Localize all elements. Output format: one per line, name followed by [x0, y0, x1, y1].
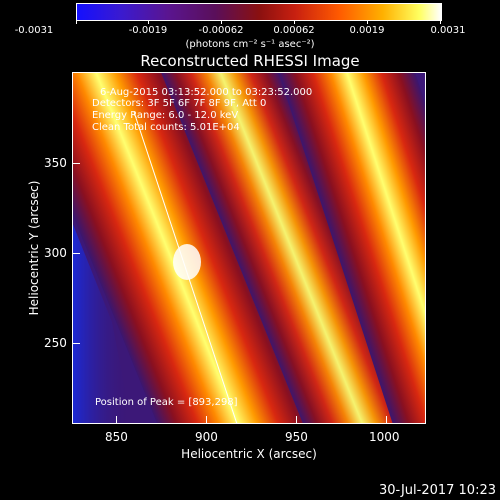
y-tick-label: 350	[44, 157, 67, 169]
y-tick	[72, 343, 80, 344]
x-tick-label: 950	[285, 431, 308, 443]
x-tick-label: 900	[195, 431, 218, 443]
colorbar	[76, 3, 442, 21]
colorbar-tick	[221, 20, 222, 24]
colorbar-tick-label: 0.0019	[350, 26, 385, 36]
colorbar-tick-labels: -0.0031 -0.0019 -0.00062 0.00062 0.0019 …	[0, 26, 500, 38]
plot-title: Reconstructed RHESSI Image	[0, 54, 500, 69]
colorbar-ticks	[0, 20, 500, 25]
info-detectors: Detectors: 3F 5F 6F 7F 8F 9F, Att 0	[92, 99, 266, 109]
colorbar-tick-label: 0.0031	[431, 26, 466, 36]
colorbar-tick	[294, 20, 295, 24]
y-axis-ticks	[72, 72, 82, 424]
x-axis-ticks	[72, 416, 426, 424]
colorbar-tick	[440, 20, 441, 24]
x-axis-label: Heliocentric X (arcsec)	[72, 448, 426, 460]
info-clean-counts: Clean Total counts: 5.01E+04	[92, 123, 240, 133]
colorbar-tick	[367, 20, 368, 24]
x-tick	[296, 416, 297, 424]
colorbar-tick-label: -0.0019	[129, 26, 168, 36]
colorbar-tick-label: -0.00062	[199, 26, 244, 36]
y-tick	[72, 253, 80, 254]
colorbar-tick-label: -0.0031	[15, 26, 54, 36]
x-tick-label: 1000	[369, 431, 400, 443]
colorbar-unit-label: (photons cm⁻² s⁻¹ asec⁻²)	[0, 40, 500, 50]
x-tick-label: 850	[105, 431, 128, 443]
y-tick-label: 300	[44, 247, 67, 259]
x-tick	[206, 416, 207, 424]
y-axis-label: Heliocentric Y (arcsec)	[28, 181, 40, 316]
colorbar-tick	[148, 20, 149, 24]
y-tick	[72, 163, 80, 164]
info-energy-range: Energy Range: 6.0 - 12.0 keV	[92, 111, 238, 121]
info-time-range: 6-Aug-2015 03:13:52.000 to 03:23:52.000	[100, 88, 312, 98]
x-tick	[116, 416, 117, 424]
peak-position-label: Position of Peak = [893,298]	[95, 398, 238, 408]
timestamp: 30-Jul-2017 10:23	[379, 484, 496, 497]
y-tick-label: 250	[44, 337, 67, 349]
colorbar-tick-label: 0.00062	[273, 26, 314, 36]
colorbar-tick	[76, 20, 77, 24]
x-tick	[386, 416, 387, 424]
